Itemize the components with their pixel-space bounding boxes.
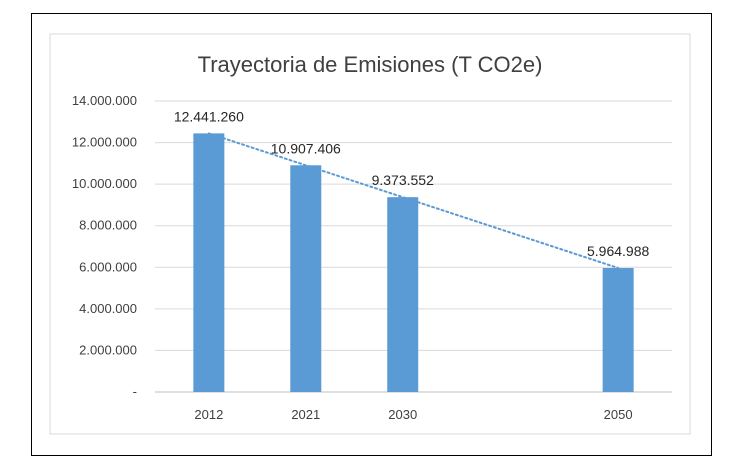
bar-value-label: 12.441.260: [174, 108, 244, 124]
data-labels: 12.441.260 10.907.406 9.373.552 5.964.988: [174, 108, 650, 259]
y-tick-label: 12.000.000: [72, 135, 137, 150]
bar-value-label: 5.964.988: [587, 243, 649, 259]
x-tick-label: 2050: [604, 407, 633, 422]
y-axis-ticks: - 2.000.000 4.000.000 6.000.000 8.000.000 10.…: [72, 93, 137, 399]
bar: [290, 165, 322, 392]
y-tick-label: 4.000.000: [79, 301, 137, 316]
figure-frame: [31, 13, 712, 456]
y-tick-label: 6.000.000: [79, 259, 137, 274]
x-tick-label: 2030: [388, 407, 417, 422]
x-tick-label: 2012: [194, 407, 223, 422]
y-tick-label: 10.000.000: [72, 176, 137, 191]
trendline: [207, 132, 620, 270]
trendline-layer: [207, 132, 620, 270]
bars: [193, 133, 634, 392]
bar-value-label: 10.907.406: [271, 140, 341, 156]
gridlines: [155, 100, 672, 393]
bar-value-label: 9.373.552: [372, 172, 434, 188]
chart-title: Trayectoria de Emisiones (T CO2e): [198, 52, 543, 77]
x-tick-label: 2021: [291, 407, 320, 422]
y-tick-label: 8.000.000: [79, 218, 137, 233]
bar: [387, 197, 419, 392]
y-tick-label: -: [133, 384, 137, 399]
y-tick-label: 14.000.000: [72, 93, 137, 108]
bar: [193, 133, 225, 392]
chart-area-border: [49, 33, 691, 435]
x-axis-ticks: 2012 2021 2030 2050: [194, 407, 632, 422]
bar: [602, 268, 634, 392]
y-tick-label: 2.000.000: [79, 342, 137, 357]
